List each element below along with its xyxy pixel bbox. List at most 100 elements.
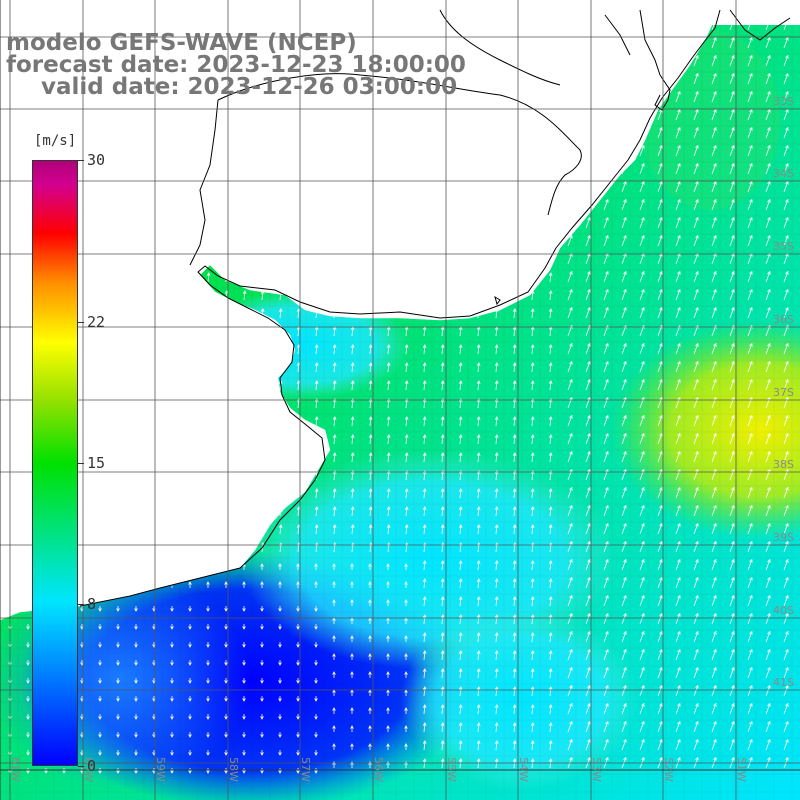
wind-arrow [765,649,771,661]
wind-arrow [567,577,573,589]
wind-arrow [531,668,534,679]
wind-arrow [621,217,627,229]
wind-arrow-head [731,666,735,671]
wind-arrow-head [296,608,300,612]
wind-arrow-head [530,632,535,636]
wind-arrow [603,685,609,697]
wind-arrow [333,434,336,445]
wind-arrow-head [767,198,771,203]
wind-arrow [423,326,426,337]
wind-arrow [747,289,753,301]
wind-arrow [783,487,789,499]
wind-arrow-head [278,563,282,567]
wind-arrow-head [404,635,408,639]
wind-arrow [531,650,534,661]
wind-arrow [747,631,753,643]
wind-arrow [639,487,645,499]
wind-arrow-head [695,378,699,383]
wind-arrow [657,235,663,247]
wind-arrow [729,415,735,427]
wind-arrow-head [731,576,735,581]
wind-arrow [729,361,735,373]
wind-arrow-head [530,668,535,672]
wind-arrow [765,73,771,85]
wind-arrow-head [785,432,789,437]
wind-arrow-head [170,626,174,630]
wind-arrow [531,524,534,535]
wind-arrow [657,433,663,445]
wind-arrow-head [713,126,717,131]
wind-arrow [621,541,627,553]
wind-arrow-head [785,234,789,239]
wind-arrow-head [404,671,408,675]
wind-arrow-head [713,180,717,185]
wind-arrow [693,109,699,121]
wind-arrow [711,613,717,625]
wind-arrow [531,362,534,373]
wind-arrow [675,595,681,607]
wind-arrow [333,452,336,463]
wind-arrow [693,217,699,229]
wind-arrow-head [494,398,499,402]
wind-arrow-head [404,725,408,729]
wind-arrow-head [785,342,789,347]
wind-arrow [747,343,753,355]
wind-arrow [603,739,609,751]
wind-arrow-head [458,362,463,366]
wind-arrow [423,614,426,625]
wind-arrow [765,739,771,751]
wind-arrow [693,361,699,373]
wind-arrow-head [623,414,627,419]
wind-arrow-head [296,770,300,774]
wind-arrow-head [623,180,627,185]
wind-arrow-head [548,560,553,564]
wind-arrow [621,307,627,319]
wind-arrow [693,73,699,85]
wind-arrow-head [458,398,463,402]
wind-arrow-head [767,342,771,347]
wind-arrow [603,343,609,355]
wind-arrow-head [623,288,627,293]
wind-arrow-head [695,126,699,131]
wind-arrow-head [623,360,627,365]
wind-arrow-head [749,558,753,563]
wind-arrow-head [404,362,409,366]
wind-arrow [531,542,534,553]
wind-arrow-head [458,578,463,582]
wind-arrow [477,686,480,697]
wind-arrow-head [494,344,499,348]
wind-arrow [711,307,717,319]
wind-arrow-head [677,738,681,743]
wind-arrow-head [206,662,210,666]
wind-arrow-head [695,522,699,527]
wind-arrow-head [713,450,717,455]
wind-arrow [729,631,735,643]
wind-arrow [441,452,444,463]
wind-arrow-head [404,581,408,585]
wind-arrow [603,235,609,247]
wind-arrow [729,109,735,121]
wind-arrow-head [605,450,609,455]
wind-arrow [423,650,426,661]
wind-arrow [513,308,516,319]
wind-arrow-head [350,398,355,402]
wind-arrow-head [641,144,645,149]
wind-arrow [369,416,372,427]
wind-arrow-head [494,380,499,384]
wind-arrow-head [26,626,30,630]
wind-arrow [459,560,462,571]
wind-arrow [693,289,699,301]
wind-arrow-head [206,752,210,756]
wind-arrow-head [713,720,717,725]
wind-arrow [459,740,462,751]
wind-arrow-head [713,576,717,581]
wind-arrow-head [641,720,645,725]
wind-arrow [333,524,336,535]
wind-arrow [333,362,336,373]
wind-arrow-head [749,486,753,491]
wind-arrow-head [677,108,681,113]
wind-arrow [531,452,534,463]
wind-arrow [783,163,789,175]
wind-arrow-head [116,734,120,738]
wind-arrow [495,758,498,769]
